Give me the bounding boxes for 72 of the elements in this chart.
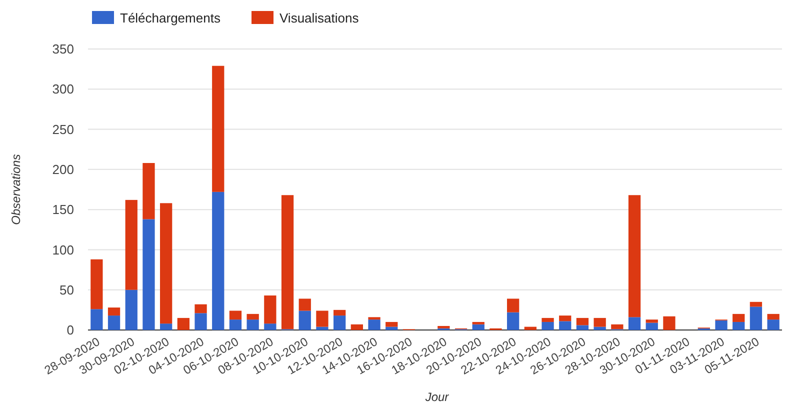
bar xyxy=(507,312,520,330)
bar xyxy=(160,324,172,330)
bar xyxy=(108,316,120,330)
bar xyxy=(542,318,554,322)
bar xyxy=(142,219,155,330)
bar xyxy=(229,310,242,320)
y-axis-title: Observations xyxy=(9,154,23,225)
bar xyxy=(576,318,589,326)
bar xyxy=(264,295,276,324)
bar xyxy=(264,324,276,330)
bar xyxy=(368,317,380,320)
bar xyxy=(212,192,224,330)
bar xyxy=(559,316,572,322)
bar xyxy=(715,320,728,330)
bar xyxy=(611,324,624,330)
bar xyxy=(350,324,363,330)
bar xyxy=(142,163,155,220)
bar xyxy=(594,326,606,330)
bar xyxy=(334,310,346,316)
bar xyxy=(281,195,294,330)
bar xyxy=(750,302,762,307)
y-tick-label: 150 xyxy=(52,202,74,218)
bar xyxy=(316,326,328,330)
bar xyxy=(576,325,589,330)
bar xyxy=(646,320,658,323)
y-tick-label: 0 xyxy=(66,322,74,338)
bar xyxy=(767,314,780,320)
y-tick-label: 350 xyxy=(52,42,74,57)
bar xyxy=(524,326,536,330)
bar xyxy=(194,313,207,330)
bar xyxy=(246,320,259,330)
bar xyxy=(472,322,484,324)
y-tick-label: 200 xyxy=(52,162,74,177)
bar xyxy=(663,316,676,330)
bar xyxy=(160,203,172,324)
bar xyxy=(298,310,311,330)
bar xyxy=(108,308,120,316)
bar xyxy=(732,314,745,322)
bar xyxy=(386,322,398,327)
bar xyxy=(90,259,103,310)
bar xyxy=(507,298,520,312)
bar xyxy=(334,316,346,330)
bar xyxy=(767,320,780,330)
bar xyxy=(212,66,224,192)
bar xyxy=(246,314,259,320)
bar xyxy=(594,318,606,327)
bar xyxy=(559,321,572,330)
bar xyxy=(646,322,658,330)
y-tick-label: 300 xyxy=(52,82,74,97)
y-tick-label: 50 xyxy=(60,282,74,298)
bar xyxy=(177,318,190,330)
bar xyxy=(298,298,311,311)
bar xyxy=(750,306,762,330)
bar xyxy=(628,317,641,330)
bar xyxy=(125,290,138,330)
y-tick-label: 250 xyxy=(52,122,74,137)
bar xyxy=(125,200,138,290)
bar xyxy=(90,309,103,330)
bar xyxy=(229,320,242,330)
y-tick-label: 100 xyxy=(52,242,74,258)
bar xyxy=(316,310,328,327)
bar xyxy=(732,322,745,330)
bar xyxy=(438,326,450,328)
bar xyxy=(628,195,641,318)
bar xyxy=(386,326,398,330)
legend-label: Téléchargements xyxy=(120,10,221,26)
legend-label: Visualisations xyxy=(280,10,360,26)
bar xyxy=(472,324,484,330)
x-axis-title: Jour xyxy=(424,390,450,404)
bar xyxy=(542,322,554,330)
bar xyxy=(368,320,380,330)
bar xyxy=(194,304,207,314)
